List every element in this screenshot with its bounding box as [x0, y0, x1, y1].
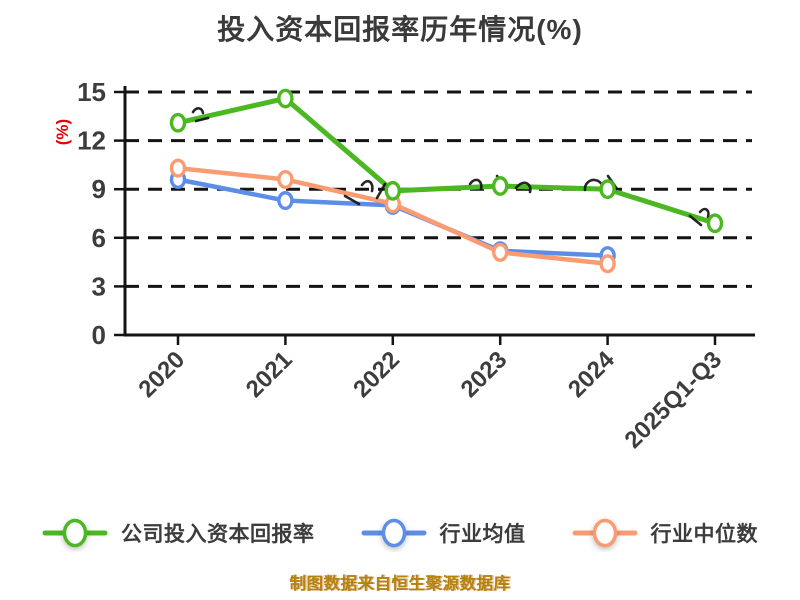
series-2-marker-2020: [169, 158, 187, 178]
x-tick-label-2024: 2024: [563, 346, 620, 403]
garbled-data-label-artifact: [191, 107, 210, 123]
x-tick-label-2021: 2021: [241, 346, 298, 403]
series-0-marker-2022: [384, 180, 401, 201]
x-tick-label-2020: 2020: [133, 346, 190, 403]
legend-item-0: 公司投入资本回报率: [42, 514, 315, 552]
legend-marker-icon: [572, 518, 637, 548]
roic-line-chart: 0 3 6 9 12 15 2020 2021 2022 2023 2024 2025Q1-Q3: [77, 77, 755, 454]
garbled-data-label-artifact: [688, 207, 710, 227]
series-0-marker-2023: [492, 176, 509, 196]
chart-legend: 公司投入资本回报率 行业均值 行业中位数: [0, 514, 800, 552]
series-0-marker-2025Q1-Q3: [706, 213, 724, 234]
legend-label-0: 公司投入资本回报率: [121, 523, 315, 546]
series-1-marker-2021: [277, 191, 294, 211]
series-2-marker-2023: [492, 242, 509, 262]
chart-title: 投入资本回报率历年情况(%): [217, 14, 583, 45]
x-tick-label-2025Q1-Q3: 2025Q1-Q3: [619, 346, 727, 454]
axis-spines: [123, 86, 755, 337]
series-line-0: [175, 95, 718, 226]
series-2-marker-2024: [599, 254, 616, 274]
legend-item-1: 行业均值: [361, 514, 526, 552]
legend-marker-icon: [42, 518, 108, 548]
legend-label-2: 行业中位数: [650, 523, 758, 546]
x-tick-label-2022: 2022: [348, 346, 405, 403]
legend-label-1: 行业均值: [439, 523, 526, 546]
y-tick-label-0: 0: [92, 320, 106, 350]
series-0-marker-2024: [599, 179, 616, 200]
garbled-data-label-artifact: [343, 179, 387, 206]
y-tick-label-3: 3: [92, 271, 106, 301]
y-tick-label-9: 9: [92, 174, 106, 204]
series-0-marker-2021: [277, 88, 294, 109]
data-source-note: 制图数据来自恒生聚源数据库: [289, 575, 511, 593]
series-2-marker-2021: [277, 169, 294, 189]
legend-item-2: 行业中位数: [572, 514, 759, 552]
series-0-marker-2020: [169, 112, 187, 133]
y-tick-label-12: 12: [77, 126, 106, 156]
legend-marker-icon: [361, 518, 426, 548]
x-tick-label-2023: 2023: [456, 346, 513, 403]
y-tick-label-6: 6: [92, 223, 106, 253]
y-tick-label-15: 15: [77, 77, 106, 107]
